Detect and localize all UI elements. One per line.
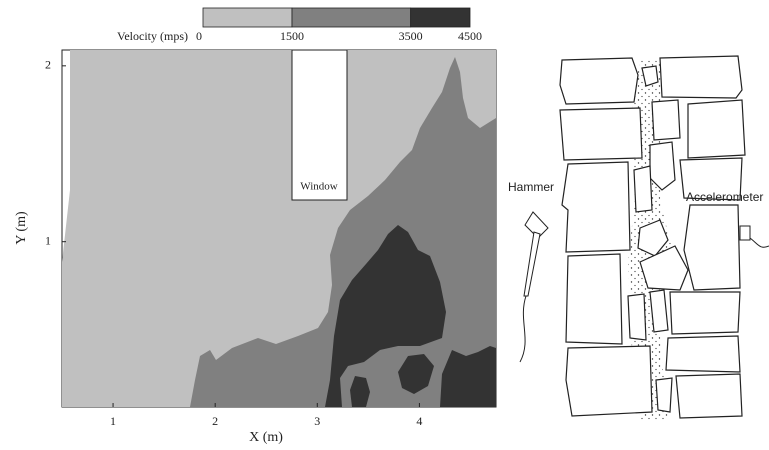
stone xyxy=(559,107,643,161)
colorbar-band xyxy=(410,7,471,28)
velocity-region xyxy=(398,354,434,394)
stone xyxy=(559,57,639,105)
stone xyxy=(627,293,647,341)
y-tick-label: 1 xyxy=(45,233,51,247)
stone xyxy=(679,157,743,201)
stone xyxy=(683,204,741,291)
colorbar-tick-label: 1500 xyxy=(280,29,304,43)
velocity-region xyxy=(440,346,496,407)
stone xyxy=(675,373,743,419)
stone xyxy=(655,377,673,413)
colorbar-label: Velocity (mps) xyxy=(117,29,188,43)
y-tick-label: 2 xyxy=(45,58,51,72)
x-tick-label: 3 xyxy=(314,414,320,428)
stone xyxy=(665,335,741,373)
stone xyxy=(669,291,741,335)
velocity-region xyxy=(325,225,446,407)
stone xyxy=(639,245,689,291)
velocity-region xyxy=(350,376,370,407)
x-tick-label: 1 xyxy=(110,414,116,428)
accelerometer-label: Accelerometer xyxy=(686,190,763,204)
y-axis-label: Y (m) xyxy=(14,211,29,245)
hammer-label: Hammer xyxy=(508,180,554,194)
stone xyxy=(641,65,659,87)
hammer-icon xyxy=(519,211,549,363)
colorbar-tick-label: 3500 xyxy=(399,29,423,43)
stone xyxy=(633,165,653,213)
contour-plot: Window xyxy=(61,49,497,408)
colorbar-tick-label: 4500 xyxy=(458,29,482,43)
stone xyxy=(565,253,623,345)
window xyxy=(291,49,348,201)
x-tick-label: 4 xyxy=(416,414,422,428)
wall-diagram: Hammer Accelerometer xyxy=(508,55,769,420)
stone xyxy=(565,345,653,417)
stone xyxy=(561,161,631,253)
colorbar-band xyxy=(291,7,412,28)
x-tick-label: 2 xyxy=(212,414,218,428)
x-axis-label: X (m) xyxy=(249,430,283,445)
stone xyxy=(649,289,669,333)
accelerometer-icon xyxy=(739,225,769,248)
window-label: Window xyxy=(300,181,337,193)
stone xyxy=(637,219,669,257)
stone xyxy=(659,55,743,99)
colorbar-band xyxy=(202,7,293,28)
colorbar-tick-label: 0 xyxy=(196,29,202,43)
stone xyxy=(687,99,746,159)
stone xyxy=(651,99,681,141)
